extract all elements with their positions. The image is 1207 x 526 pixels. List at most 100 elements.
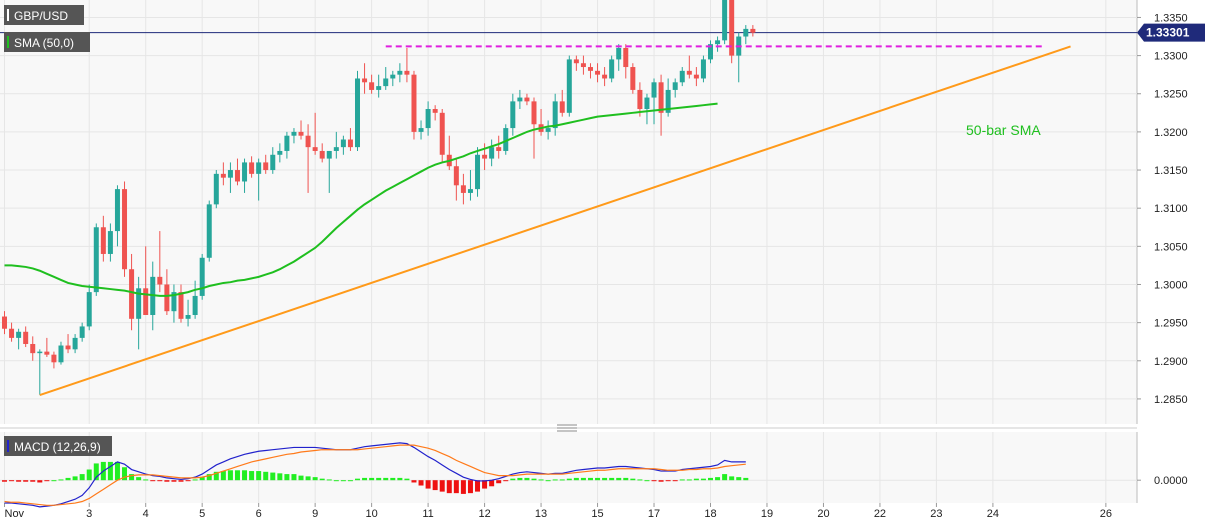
macd-bar (227, 470, 233, 481)
macd-badge[interactable]: MACD (12,26,9) (4, 436, 112, 456)
macd-bar (44, 480, 50, 482)
macd-bar (340, 480, 346, 482)
candle (496, 135, 502, 159)
candle-body (277, 150, 283, 155)
candle (58, 341, 64, 365)
candle (658, 74, 664, 136)
candle (2, 311, 7, 335)
macd-bar (651, 480, 657, 482)
macd-bar (432, 480, 438, 491)
price-tick-label: 1.3150 (1154, 165, 1188, 177)
symbol-badge[interactable]: GBP/USD (4, 5, 84, 25)
candle-body (460, 185, 466, 193)
date-tick-label: 12 (478, 508, 490, 520)
macd-bar (192, 479, 198, 481)
candle-body (157, 276, 163, 285)
macd-bar (157, 480, 163, 482)
candle-body (482, 154, 488, 159)
candle-body (503, 128, 509, 151)
candle (72, 334, 78, 354)
candle (467, 170, 473, 201)
candle-body (333, 147, 339, 151)
macd-bar (51, 480, 57, 482)
candle-body (489, 147, 495, 159)
candle-body (362, 78, 368, 83)
candle-body (496, 147, 502, 151)
candle (178, 284, 184, 323)
candle-body (397, 70, 403, 75)
macd-bar (679, 479, 685, 481)
candle-body (355, 78, 360, 148)
macd-bar (86, 469, 92, 481)
candle (143, 246, 149, 315)
macd-bar (305, 476, 311, 481)
candle (517, 89, 523, 109)
candle (637, 82, 643, 117)
macd-bar (72, 476, 78, 481)
panel-resize-handle[interactable] (557, 424, 577, 432)
macd-bar (178, 480, 184, 482)
candle-body (545, 128, 551, 132)
date-tick-label: 23 (930, 508, 942, 520)
macd-bar (213, 471, 219, 481)
macd-bar (517, 477, 523, 481)
macd-badge-label: MACD (12,26,9) (14, 440, 101, 454)
candle (552, 93, 558, 136)
candle-body (390, 74, 396, 79)
candle (185, 299, 191, 327)
candle-body (693, 74, 699, 79)
candle (708, 40, 713, 64)
price-tick-label: 1.2950 (1154, 318, 1188, 330)
candle-body (37, 351, 43, 354)
candle (616, 44, 622, 71)
macd-bar (79, 474, 85, 481)
candle (425, 101, 431, 136)
candle (213, 170, 219, 209)
date-tick-label: 24 (987, 508, 999, 520)
candle-body (616, 47, 622, 60)
sma-50-line (4, 102, 718, 297)
candle (100, 215, 106, 262)
macd-bar (623, 477, 629, 481)
candle (37, 349, 43, 396)
macd-bar (291, 474, 297, 481)
sma-badge[interactable]: SMA (50,0) (4, 32, 90, 52)
macd-bar (531, 478, 537, 481)
price-tick-label: 1.3300 (1154, 51, 1188, 63)
macd-panel-bg (0, 432, 1137, 503)
candle (298, 120, 304, 140)
candle (234, 158, 240, 186)
candle (566, 55, 572, 117)
macd-bar (242, 470, 248, 481)
macd-bar (446, 480, 452, 494)
candle (86, 284, 92, 331)
candle (9, 322, 15, 342)
macd-bar (164, 480, 170, 482)
macd-bar (602, 477, 608, 481)
macd-bar (595, 477, 601, 481)
candle (383, 67, 389, 90)
candle (79, 322, 85, 342)
date-tick-label: 5 (199, 508, 205, 520)
macd-bar (411, 480, 417, 483)
price-tick-label: 1.3250 (1154, 89, 1188, 101)
candle-body (630, 67, 636, 90)
candle (397, 63, 403, 83)
grid-lines (0, 0, 1137, 503)
macd-bar (30, 480, 36, 482)
candle-body (213, 173, 219, 205)
candle (256, 158, 262, 201)
macd-bar (439, 480, 445, 492)
candle (630, 63, 636, 94)
candle-body (531, 101, 537, 125)
macd-bar (453, 480, 459, 494)
candle (122, 181, 128, 277)
date-tick-label: 9 (312, 508, 318, 520)
candle-body (432, 109, 438, 113)
candle (651, 78, 657, 125)
price-tick-label: 1.3200 (1154, 127, 1188, 139)
candle (270, 147, 276, 174)
candle (750, 25, 756, 37)
candle-body (587, 67, 593, 71)
candle-body (58, 345, 64, 363)
